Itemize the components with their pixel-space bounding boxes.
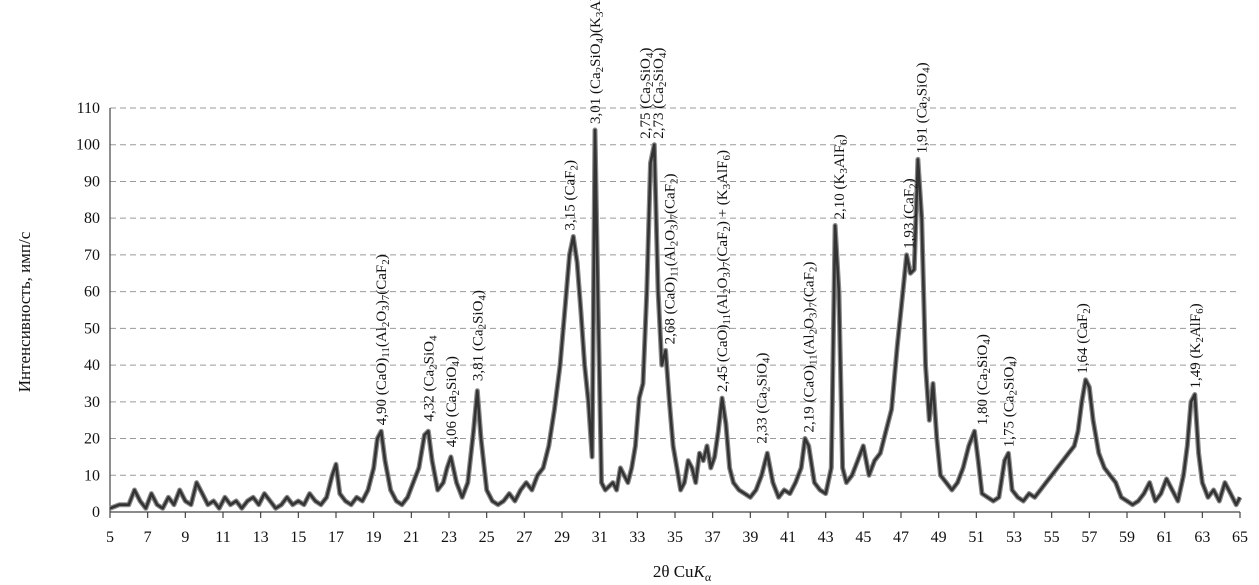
x-tick-label: 43 (818, 529, 834, 546)
peak-label: 2,75 (Ca2SiO4) (638, 48, 656, 139)
peak-label: 2,45 (CaO)11(Al2O3)7(CaF2) + (K3AlF6) (715, 150, 733, 392)
peak-label: 3,81 (Ca2SiO4) (470, 290, 488, 381)
x-tick-label: 19 (366, 529, 382, 546)
x-tick-label: 33 (629, 529, 645, 546)
x-tick-label: 29 (554, 529, 570, 546)
x-axis-label: 2θ CuKα (653, 562, 712, 584)
peak-label: 4,32 (Ca2SiO4 (421, 335, 439, 422)
y-tick-label: 90 (84, 173, 100, 190)
y-tick-label: 110 (77, 100, 100, 117)
y-tick-label: 40 (84, 357, 100, 374)
peak-label: 1,93 (CaF2) (902, 178, 920, 249)
y-tick-label: 80 (84, 210, 100, 227)
peak-label: 2,10 (K3AlF6) (832, 134, 850, 219)
x-tick-label: 57 (1081, 529, 1097, 546)
x-tick-label: 31 (592, 529, 608, 546)
peak-label: 2,73 (Ca2SiO4) (651, 48, 669, 139)
x-tick-label: 37 (705, 529, 721, 546)
y-tick-label: 100 (76, 137, 100, 154)
gridlines (110, 107, 1240, 476)
x-tick-label: 51 (968, 529, 984, 546)
peak-label: 3,01 (Ca2SiO4)(K3AlF6) (588, 0, 606, 124)
x-tick-label: 15 (290, 529, 306, 546)
peak-label: 2,19 (CaO)11(Al2O3)7(CaF2) (802, 262, 820, 433)
x-tick-label: 53 (1006, 529, 1022, 546)
peak-label: 1,80 (Ca2SiO4) (975, 334, 993, 425)
x-tick-label: 65 (1232, 529, 1248, 546)
x-tick-label: 23 (441, 529, 457, 546)
y-axis-label: Интенсивность, имп/с (15, 231, 34, 392)
peak-label: 4,06 (Ca2SiO4) (444, 356, 462, 447)
y-tick-label: 10 (84, 467, 100, 484)
x-tick-label: 5 (106, 529, 114, 546)
x-tick-label: 35 (667, 529, 683, 546)
x-tick-label: 47 (893, 529, 909, 546)
y-tick-label: 30 (84, 394, 100, 411)
peak-label: 1,49 (K2AlF6) (1188, 303, 1206, 388)
x-tick-label: 61 (1157, 529, 1173, 546)
peak-label: 1,91 (Ca2SiO4) (915, 62, 933, 153)
peak-label: 2,68 (CaO)11(Al2O3)7(CaF2) (662, 173, 680, 344)
peak-label: 2,33 (Ca2SiO4) (755, 353, 773, 444)
y-tick-label: 20 (84, 431, 100, 448)
x-tick-label: 13 (253, 529, 269, 546)
peak-label: 1,64 (CaF2) (1075, 303, 1093, 374)
x-tick-label: 45 (855, 529, 871, 546)
x-tick-label: 55 (1044, 529, 1060, 546)
x-tick-label: 21 (403, 529, 419, 546)
x-tick-label: 17 (328, 529, 344, 546)
series (109, 127, 1243, 511)
x-tick-label: 7 (144, 529, 152, 546)
x-tick-label: 63 (1194, 529, 1210, 546)
x-tick-label: 39 (742, 529, 758, 546)
y-tick-label: 0 (92, 504, 100, 521)
peak-label: 3,15 (CaF2) (563, 160, 581, 231)
x-tick-label: 25 (479, 529, 495, 546)
peak-labels: 4,90 (CaO)11(Al2O3)7(CaF2) 4,32 (Ca2SiO4 4… (374, 0, 1206, 447)
y-tick-label: 60 (84, 284, 100, 301)
peak-label: 4,90 (CaO)11(Al2O3)7(CaF2) (374, 254, 392, 425)
peak-label: 1,75 (Ca2SiO4) (1001, 356, 1019, 447)
x-tick-label: 11 (215, 529, 230, 546)
x-tick-label: 41 (780, 529, 796, 546)
x-tick-label: 49 (931, 529, 947, 546)
y-tick-label: 70 (84, 247, 100, 264)
x-tick-label: 9 (181, 529, 189, 546)
x-tick-label: 59 (1119, 529, 1135, 546)
x-tick-label: 27 (516, 529, 532, 546)
series-line (109, 128, 1242, 510)
y-tick-label: 50 (84, 320, 100, 337)
